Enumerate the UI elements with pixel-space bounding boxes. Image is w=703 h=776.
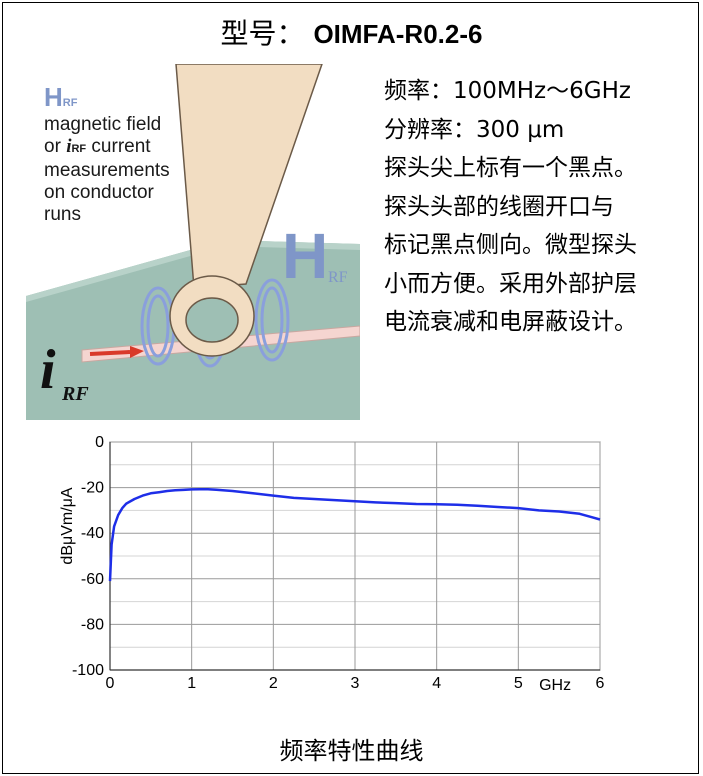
caption-line-4: on conductor [44, 182, 154, 203]
big-i-label: i [40, 339, 56, 401]
spec-line-3: 探头尖上标有一个黑点。 [384, 155, 637, 181]
spec-list: 频率：100MHz～6GHz 分辨率：300 μm 探头尖上标有一个黑点。 探头… [384, 72, 696, 342]
i-letter: i [66, 136, 72, 157]
spec-line-7: 电流衰减和电屏蔽设计。 [384, 309, 637, 335]
x-tick-label: 5 [514, 675, 523, 692]
x-tick-label: 6 [596, 675, 605, 692]
current-arrow [89, 350, 131, 356]
y-axis-label: dBμVm/μA [59, 487, 76, 564]
chart-caption: 频率特性曲线 [279, 737, 424, 765]
probe [169, 64, 323, 357]
spec-line-6: 小而方便。采用外部护层 [384, 270, 637, 297]
x-tick-label: 4 [432, 675, 441, 692]
i-sub: RF [71, 143, 87, 155]
big-h-label: H [282, 220, 328, 292]
y-tick-label: 0 [95, 434, 104, 451]
x-tick-label: 2 [269, 675, 278, 692]
y-tick-label: -40 [81, 525, 104, 542]
illustration-caption: HRF magnetic field or iRF current measur… [44, 84, 170, 226]
caption-line-3: measurements [44, 160, 170, 181]
caption-line-1: magnetic field [44, 114, 162, 135]
x-tick-label: 0 [106, 675, 115, 692]
x-tick-label: 1 [187, 675, 196, 692]
h-sub: RF [62, 97, 78, 109]
y-tick-label: -80 [81, 616, 104, 633]
caption-line-2-prefix: or [44, 136, 67, 157]
big-h-sub: RF [328, 269, 348, 286]
caption-line-5: runs [44, 204, 81, 225]
x-tick-label: 3 [351, 675, 360, 692]
y-tick-label: -60 [81, 571, 104, 588]
series-line [108, 487, 601, 582]
big-i-sub: RF [61, 383, 89, 405]
probe-diagram-graphic: H RF i RF [26, 64, 360, 420]
frequency-chart: 0 -20 -40 -60 -80 -100 0 1 2 3 4 5 6 GHz dBμVm/μA [0, 430, 703, 730]
spec-line-4: 探头头部的线圈开口与 [384, 193, 614, 220]
probe-illustration: H RF i RF HRF magnetic field or iRF curr… [26, 64, 360, 420]
y-tick-label: -100 [72, 662, 104, 679]
model-number: OIMFA-R0.2-6 [313, 19, 483, 49]
x-axis-label: GHz [539, 677, 571, 694]
spec-resolution: 分辨率：300 μm [384, 116, 565, 143]
model-label: 型号： [220, 17, 305, 50]
caption-line-2-suffix: current [86, 136, 151, 157]
spec-line-5: 标记黑点侧向。微型探头 [384, 232, 637, 258]
page-title: 型号： OIMFA-R0.2-6 [0, 16, 703, 52]
spec-frequency: 频率：100MHz～6GHz [384, 78, 631, 104]
y-tick-label: -20 [81, 480, 104, 497]
h-letter: H [44, 82, 63, 112]
